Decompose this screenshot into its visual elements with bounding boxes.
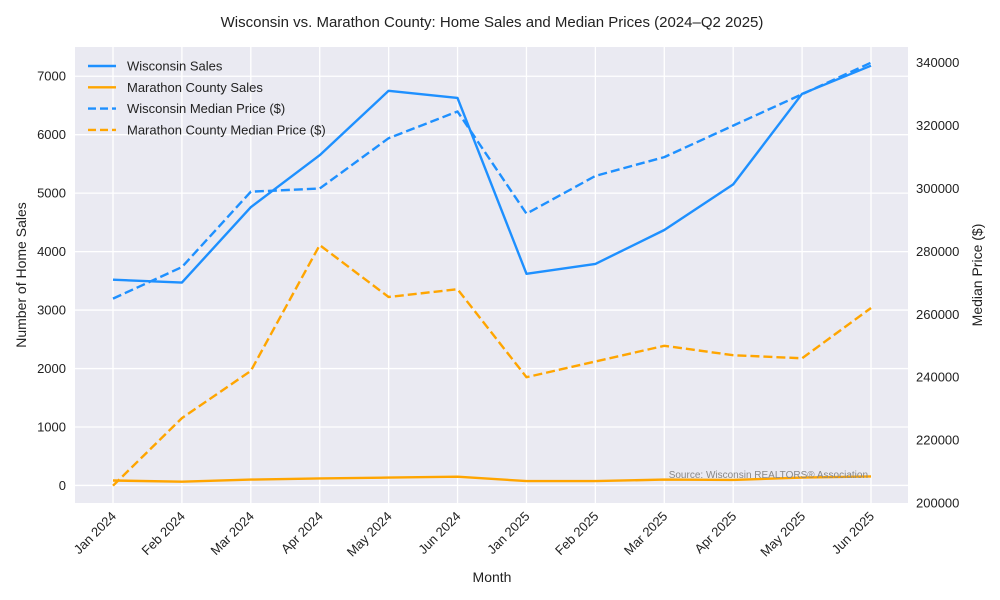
legend: Wisconsin Sales Marathon County Sales Wisc… [88, 59, 326, 137]
legend-label: Wisconsin Median Price ($) [127, 101, 285, 116]
x-tick-label: Jun 2025 [829, 509, 877, 557]
source-annotation: Source: Wisconsin REALTORS® Association [669, 470, 868, 481]
y-left-tick-label: 4000 [37, 244, 66, 259]
x-tick-label: Mar 2024 [207, 509, 256, 558]
legend-label: Marathon County Median Price ($) [127, 122, 326, 137]
y-left-tick-label: 5000 [37, 186, 66, 201]
x-tick-label: May 2025 [757, 509, 808, 560]
y-left-tick-label: 6000 [37, 127, 66, 142]
x-tick-label: Jun 2024 [415, 509, 463, 557]
x-tick-label: Jan 2025 [484, 509, 532, 557]
x-tick-label: Mar 2025 [621, 509, 670, 558]
chart-title: Wisconsin vs. Marathon County: Home Sale… [221, 14, 764, 31]
y-right-tick-label: 220000 [916, 433, 959, 448]
x-axis: Jan 2024 Feb 2024 Mar 2024 Apr 2024 May 2024… [71, 509, 877, 560]
series-line-3 [112, 243, 872, 487]
x-tick-label: Feb 2025 [552, 509, 601, 558]
legend-label: Marathon County Sales [127, 80, 263, 95]
y-left-tick-label: 3000 [37, 303, 66, 318]
y-right-tick-label: 300000 [916, 181, 959, 196]
series-line-2 [112, 61, 872, 300]
y-left-tick-label: 2000 [37, 361, 66, 376]
y-left-tick-label: 1000 [37, 420, 66, 435]
y-axis-left-label: Number of Home Sales [13, 202, 29, 348]
y-right-tick-label: 200000 [916, 496, 959, 511]
x-tick-label: Apr 2025 [691, 509, 739, 557]
x-tick-label: Jan 2024 [71, 509, 119, 557]
y-right-tick-label: 280000 [916, 244, 959, 259]
y-left-tick-label: 7000 [37, 69, 66, 84]
x-axis-label: Month [473, 569, 512, 585]
x-tick-label: Apr 2024 [278, 509, 326, 557]
left-axis: 0 1000 2000 3000 4000 5000 6000 7000 [37, 69, 66, 493]
y-right-tick-label: 340000 [916, 55, 959, 70]
right-axis: 200000 220000 240000 260000 280000 300000 3200… [916, 55, 959, 510]
x-tick-label: Feb 2024 [139, 509, 188, 558]
grid [75, 47, 908, 503]
y-right-tick-label: 240000 [916, 370, 959, 385]
y-right-tick-label: 320000 [916, 118, 959, 133]
series-layer [112, 61, 872, 487]
series-line-1 [112, 475, 872, 483]
y-axis-right-label: Median Price ($) [969, 224, 985, 327]
legend-label: Wisconsin Sales [127, 59, 223, 74]
y-left-tick-label: 0 [59, 478, 66, 493]
series-line-0 [112, 64, 872, 284]
x-tick-label: May 2024 [344, 509, 395, 560]
y-right-tick-label: 260000 [916, 307, 959, 322]
